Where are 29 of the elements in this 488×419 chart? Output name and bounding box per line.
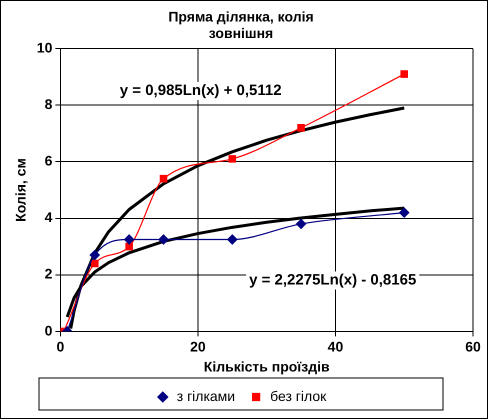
y-tick-label: 8 [44, 96, 53, 112]
point [124, 234, 134, 245]
x-tick-label: 0 [56, 338, 64, 355]
annotation: y = 0,985Ln(x) + 0,5112 [120, 82, 282, 100]
x-axis-title: Кількість проїздів [204, 358, 330, 374]
x-tick-label: 60 [465, 338, 481, 355]
point [160, 174, 168, 182]
point [90, 250, 100, 260]
point [125, 242, 133, 250]
legend-label: з гілками [176, 388, 236, 404]
point [296, 218, 306, 230]
chart-title: Пряма ділянка, колія зовнішня [168, 8, 314, 42]
point [90, 260, 99, 268]
y-tick-label: 10 [36, 39, 53, 56]
point [227, 234, 238, 245]
y-tick-label: 6 [44, 152, 53, 169]
y-axis-title: Колія, см [12, 158, 28, 222]
annotation: y = 2,2275Ln(x) - 0,8165 [249, 272, 416, 289]
legend-label: без гілок [270, 388, 328, 404]
x-tick-label: 40 [328, 338, 344, 355]
point [228, 155, 236, 163]
point [400, 70, 408, 78]
point [297, 124, 305, 132]
y-tick-label: 0 [44, 322, 53, 338]
x-tick-label: 20 [190, 338, 206, 355]
point [399, 208, 410, 218]
y-tick-label: 2 [44, 266, 53, 282]
y-tick-label: 4 [44, 209, 53, 226]
point [158, 234, 169, 245]
